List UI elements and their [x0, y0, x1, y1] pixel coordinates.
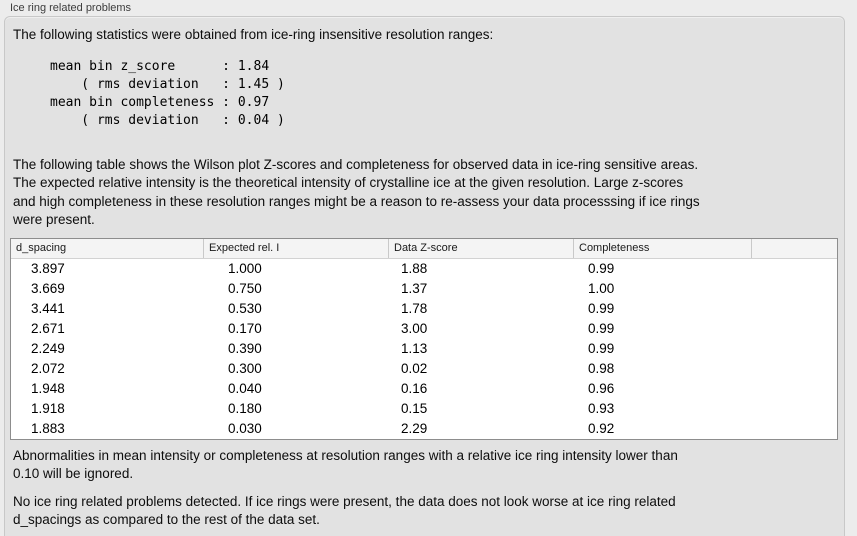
table-cell: 0.16: [401, 381, 428, 396]
table-cell: 0.99: [588, 341, 615, 356]
column-header-filler: [751, 239, 837, 258]
table-row[interactable]: 3.897 1.000 1.88 0.99: [11, 259, 837, 279]
table-cell: 0.300: [228, 361, 262, 376]
table-cell: [751, 379, 837, 399]
table-cell: 1.918: [31, 401, 65, 416]
table-body: 3.897 1.000 1.88 0.99 3.669 0.750 1.37 1.00 3.44…: [11, 259, 837, 439]
table-cell: 1.78: [401, 301, 428, 316]
table-cell: [751, 319, 837, 339]
ice-ring-table: d_spacing Expected rel. I Data Z-score C…: [10, 238, 838, 440]
table-cell: [751, 299, 837, 319]
column-header-completeness[interactable]: Completeness: [573, 239, 751, 258]
table-cell: 3.00: [401, 321, 428, 336]
table-row[interactable]: 1.883 0.030 2.29 0.92: [11, 419, 837, 439]
groupbox-title: Ice ring related problems: [10, 2, 132, 14]
column-header-expected-rel-i[interactable]: Expected rel. I: [203, 239, 388, 258]
column-header-data-z-score[interactable]: Data Z-score: [388, 239, 573, 258]
table-cell: 0.040: [228, 381, 262, 396]
table-cell: 0.96: [588, 381, 615, 396]
stats-intro-text: The following statistics were obtained f…: [13, 27, 494, 42]
table-cell: 1.13: [401, 341, 428, 356]
table-cell: 0.530: [228, 301, 262, 316]
table-cell: 0.15: [401, 401, 428, 416]
table-cell: 1.948: [31, 381, 65, 396]
table-cell: 1.883: [31, 421, 65, 436]
table-cell: 0.99: [588, 261, 615, 276]
table-cell: [751, 359, 837, 379]
table-cell: 0.180: [228, 401, 262, 416]
table-cell: [751, 399, 837, 419]
table-cell: 3.441: [31, 301, 65, 316]
table-row[interactable]: 2.072 0.300 0.02 0.98: [11, 359, 837, 379]
table-cell: [751, 279, 837, 299]
table-cell: 1.000: [228, 261, 262, 276]
table-cell: 2.072: [31, 361, 65, 376]
table-row[interactable]: 3.669 0.750 1.37 1.00: [11, 279, 837, 299]
table-cell: 0.98: [588, 361, 615, 376]
table-row[interactable]: 1.948 0.040 0.16 0.96: [11, 379, 837, 399]
table-cell: 1.37: [401, 281, 428, 296]
table-cell: [751, 339, 837, 359]
table-cell: 0.390: [228, 341, 262, 356]
column-header-d-spacing[interactable]: d_spacing: [16, 242, 67, 254]
table-cell: 1.00: [588, 281, 615, 296]
table-cell: 2.249: [31, 341, 65, 356]
conclusion-text: No ice ring related problems detected. I…: [13, 494, 676, 528]
table-cell: 0.170: [228, 321, 262, 336]
table-row[interactable]: 1.918 0.180 0.15 0.93: [11, 399, 837, 419]
table-row[interactable]: 3.441 0.530 1.78 0.99: [11, 299, 837, 319]
table-cell: 0.750: [228, 281, 262, 296]
table-cell: [751, 419, 837, 439]
table-cell: 1.88: [401, 261, 428, 276]
table-cell: 0.02: [401, 361, 428, 376]
table-cell: 3.897: [31, 261, 65, 276]
table-row[interactable]: 2.671 0.170 3.00 0.99: [11, 319, 837, 339]
ignore-note-text: Abnormalities in mean intensity or compl…: [13, 448, 678, 482]
table-cell: 2.29: [401, 421, 428, 436]
stats-summary-block: mean bin z_score : 1.84 ( rms deviation …: [50, 59, 285, 128]
table-cell: 3.669: [31, 281, 65, 296]
table-row[interactable]: 2.249 0.390 1.13 0.99: [11, 339, 837, 359]
table-cell: 0.99: [588, 301, 615, 316]
table-cell: 0.030: [228, 421, 262, 436]
table-cell: 0.93: [588, 401, 615, 416]
table-header-row: d_spacing Expected rel. I Data Z-score C…: [11, 239, 837, 259]
table-cell: 0.92: [588, 421, 615, 436]
table-cell: 2.671: [31, 321, 65, 336]
table-cell: 0.99: [588, 321, 615, 336]
table-intro-text: The following table shows the Wilson plo…: [13, 157, 700, 227]
table-cell: [751, 259, 837, 279]
